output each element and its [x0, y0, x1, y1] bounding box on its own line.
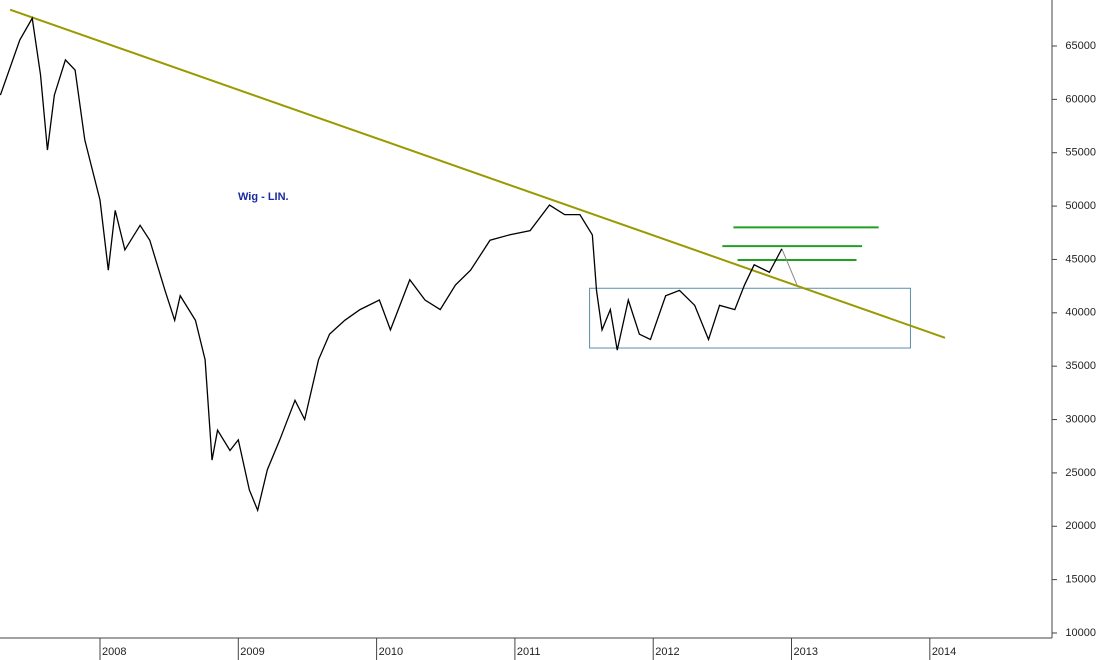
- x-tick-label: 2014: [932, 646, 956, 658]
- x-tick-label: 2010: [379, 646, 403, 658]
- y-tick-label: 65000: [1065, 40, 1096, 52]
- range-box: [589, 287, 911, 349]
- y-tick-label: 45000: [1065, 253, 1096, 265]
- x-tick-label: 2011: [517, 646, 541, 658]
- projection-line: [781, 248, 798, 286]
- y-tick-label: 55000: [1065, 147, 1096, 159]
- y-tick-label: 20000: [1065, 520, 1096, 532]
- x-tick-label: 2008: [102, 646, 126, 658]
- price-line: [0, 16, 783, 513]
- x-tick-label: 2013: [794, 646, 818, 658]
- y-tick-label: 30000: [1065, 413, 1096, 425]
- y-tick-label: 40000: [1065, 307, 1096, 319]
- annotation: Wig - LIN.: [238, 191, 289, 203]
- y-tick-label: 15000: [1065, 574, 1096, 586]
- y-tick-label: 50000: [1065, 200, 1096, 212]
- y-tick-label: 25000: [1065, 467, 1096, 479]
- y-tick-label: 35000: [1065, 360, 1096, 372]
- trendline: [9, 8, 946, 339]
- y-tick-label: 10000: [1065, 627, 1096, 639]
- x-tick-label: 2012: [655, 646, 679, 658]
- y-tick-label: 60000: [1065, 93, 1096, 105]
- x-tick-label: 2009: [240, 646, 264, 658]
